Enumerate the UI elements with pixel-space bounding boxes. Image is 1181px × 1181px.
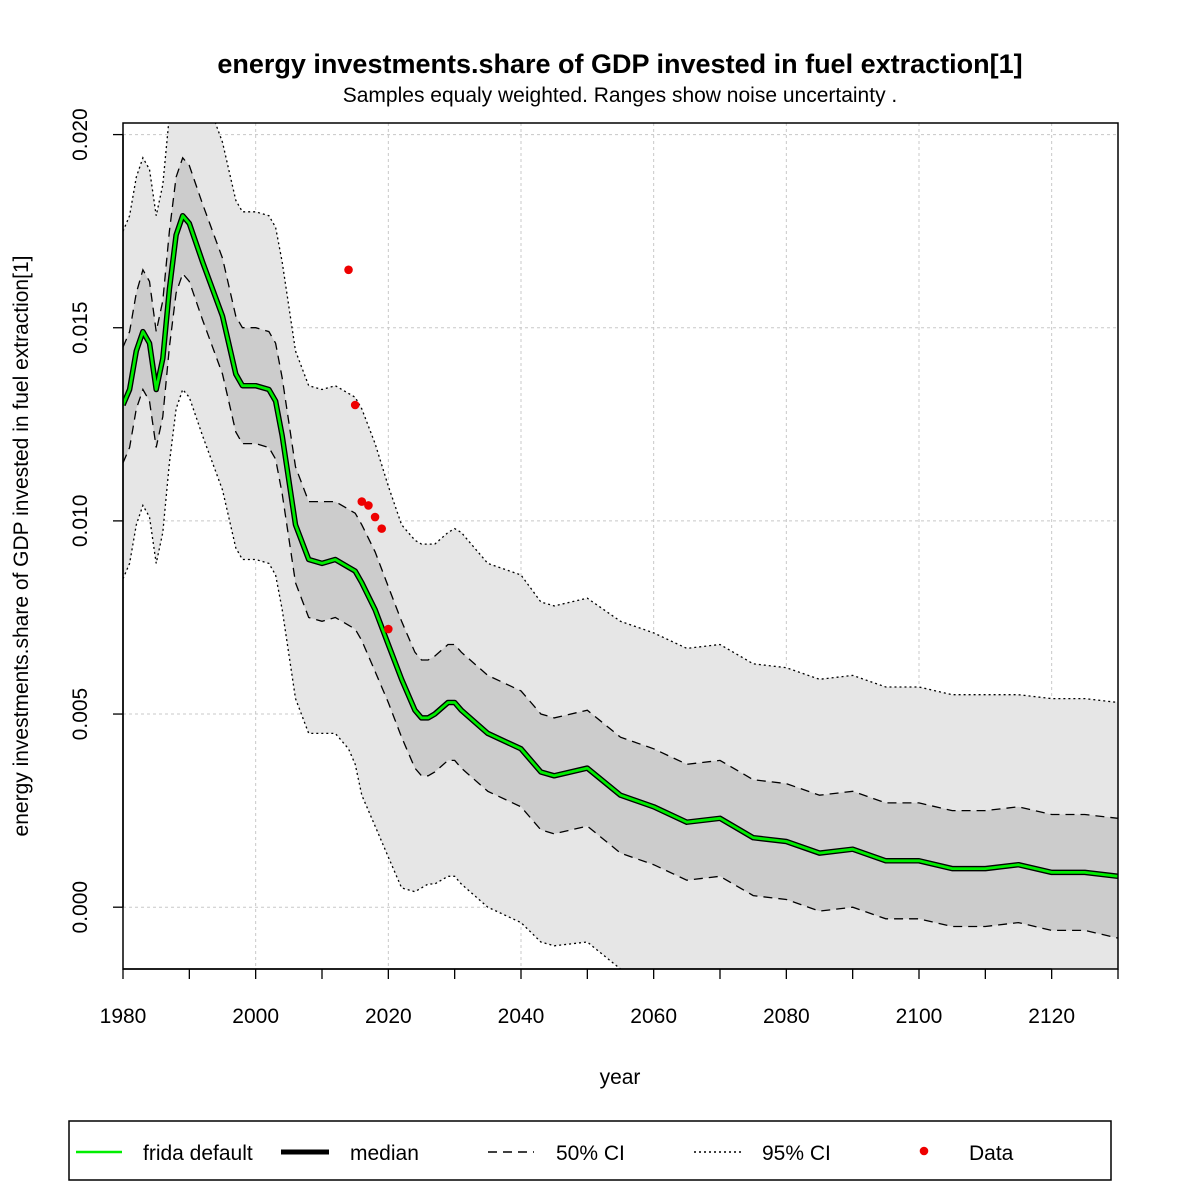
legend-key-data [919,1146,929,1156]
series-lines [123,123,1118,969]
y-tick-label: 0.020 [69,108,92,161]
data-point [384,624,393,634]
ci-bands [123,123,1118,969]
legend-frame [68,1120,1112,1181]
legend-label: frida default [143,1142,253,1165]
x-tick-label: 2120 [1028,1005,1075,1028]
legend: frida default median 50% CI 95% CI Data [68,1120,1112,1181]
x-tick-label: 2040 [498,1005,545,1028]
data-point [364,501,373,510]
x-axis-title: year [600,1066,641,1089]
y-tick-label: 0.015 [69,301,92,354]
legend-label: Data [969,1142,1014,1165]
x-tick-label: 2080 [763,1005,810,1028]
chart-title: energy investments.share of GDP invested… [217,49,1022,79]
chart-subtitle: Samples equaly weighted. Ranges show noi… [343,84,898,107]
line-50-ci-lower [123,272,1118,939]
band-50-ci [123,157,1118,939]
band-95-ci [123,123,1118,969]
data-point [370,512,380,522]
x-tick-label: 1980 [100,1005,147,1028]
data-points [344,265,393,634]
legend-label: median [350,1142,419,1165]
x-tick-label: 2060 [630,1005,677,1028]
data-point [357,497,367,506]
y-axis: 0.000 0.005 0.010 0.015 0.020 [69,108,124,934]
y-tick-label: 0.005 [69,688,92,741]
x-axis: 1980 2000 2020 2040 2060 2080 2100 2120 [100,968,1119,1028]
x-tick-label: 2100 [896,1005,943,1028]
line-frida-default [123,214,1118,878]
line-95-ci-upper [123,123,1118,704]
data-point [377,524,387,533]
x-tick-label: 2020 [365,1005,412,1028]
y-axis-title: energy investments.share of GDP invested… [10,256,33,837]
line-50-ci-upper [123,156,1118,819]
x-tick-label: 2000 [232,1005,279,1028]
line-95-ci-lower [123,388,623,969]
data-point [344,265,353,275]
data-point [350,400,360,410]
y-tick-label: 0.010 [69,495,92,548]
legend-label: 95% CI [762,1142,831,1165]
y-tick-label: 0.000 [69,881,92,934]
legend-label: 50% CI [556,1142,625,1165]
